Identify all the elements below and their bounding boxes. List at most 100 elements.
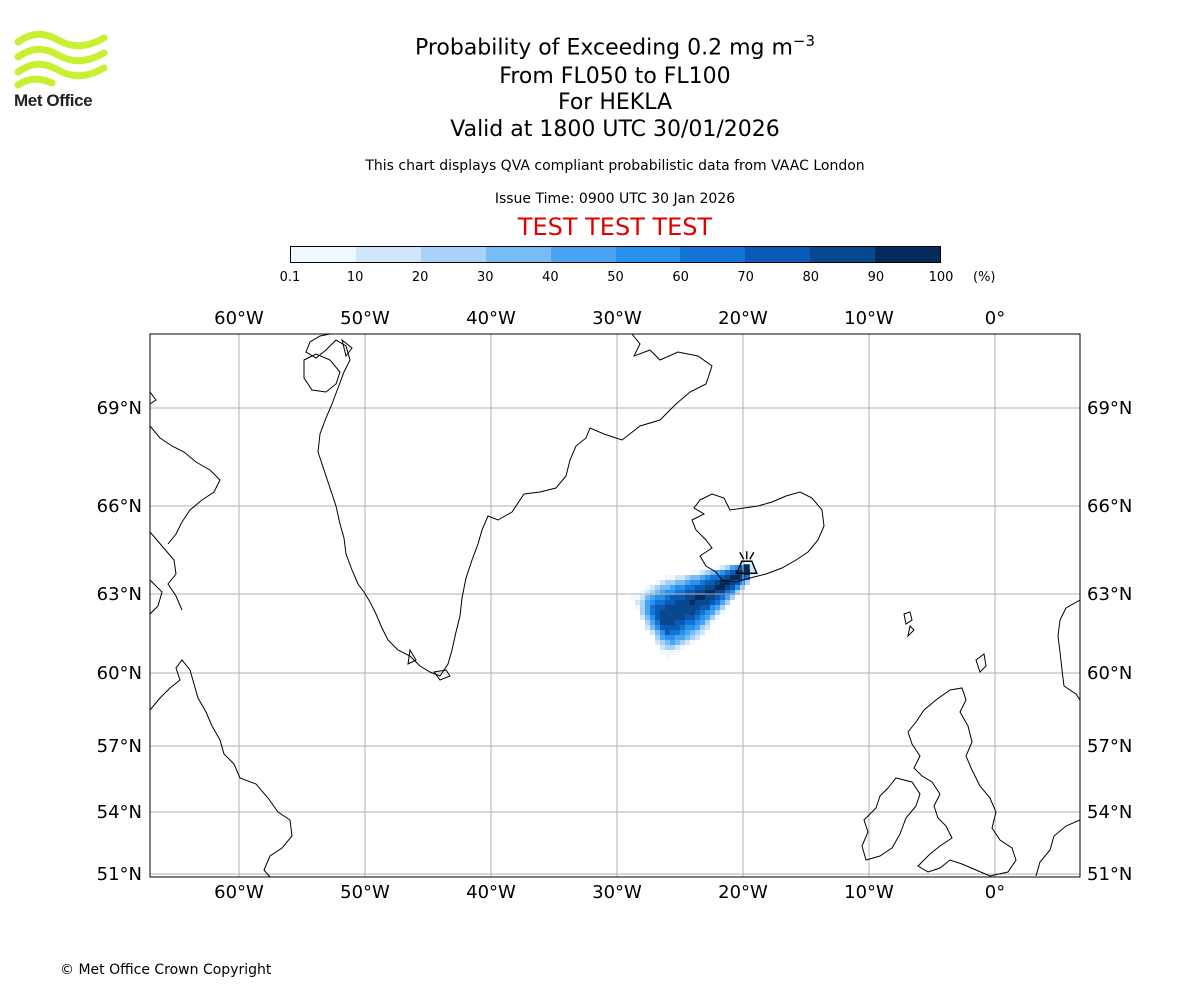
- plume-cell: [645, 590, 650, 595]
- plume-cell: [725, 605, 730, 610]
- plume-cell: [690, 580, 695, 585]
- plume-cell: [710, 610, 715, 615]
- plume-cell: [685, 640, 690, 645]
- plume-cell: [705, 610, 710, 615]
- plume-cell: [690, 635, 695, 640]
- plume-cell: [730, 590, 735, 595]
- plume-cell: [725, 590, 730, 595]
- plume-cell: [685, 605, 690, 610]
- plume-cell: [650, 595, 655, 600]
- plume-cell: [680, 605, 685, 610]
- plume-cell: [690, 640, 695, 645]
- plume-cell: [645, 600, 650, 605]
- colorbar-tick-label: 90: [867, 270, 885, 285]
- plume-cell: [670, 650, 675, 655]
- plume-cell: [705, 615, 710, 620]
- plume-cell: [685, 620, 690, 625]
- british-isles-coastline: [975, 653, 987, 673]
- longitude-label-top: 0°: [985, 308, 1005, 329]
- plume-cell: [670, 635, 675, 640]
- latitude-label-left: 57°N: [97, 736, 142, 757]
- plume-cell: [660, 605, 665, 610]
- plume-cell: [695, 605, 700, 610]
- plume-cell: [665, 605, 670, 610]
- plume-cell: [685, 630, 690, 635]
- plume-cell: [670, 600, 675, 605]
- plume-cell: [690, 575, 695, 580]
- plume-cell: [695, 585, 700, 590]
- plume-cell: [720, 600, 725, 605]
- plume-cell: [670, 585, 675, 590]
- plume-cell: [720, 580, 725, 585]
- plume-cell: [645, 610, 650, 615]
- plume-cell: [675, 640, 680, 645]
- plume-cell: [695, 615, 700, 620]
- plume-cell: [655, 615, 660, 620]
- plume-cell: [715, 615, 720, 620]
- plume-cell: [665, 635, 670, 640]
- colorbar-tick-label: 50: [607, 270, 624, 285]
- colorbar-tick-label: 10: [346, 270, 364, 285]
- map-frame: [149, 333, 1081, 878]
- plume-cell: [665, 600, 670, 605]
- plume-cell: [700, 590, 705, 595]
- plume-cell: [670, 610, 675, 615]
- plume-cell: [660, 615, 665, 620]
- plume-cell: [695, 595, 700, 600]
- longitude-label-top: 10°W: [844, 308, 894, 329]
- plume-cell: [680, 580, 685, 585]
- plume-cell: [655, 625, 660, 630]
- plume-cell: [680, 645, 685, 650]
- colorbar-segment: [615, 247, 681, 262]
- plume-cell: [685, 635, 690, 640]
- issue-time: Issue Time: 0900 UTC 30 Jan 2026: [494, 191, 736, 207]
- plume-cell: [670, 620, 675, 625]
- plume-cell: [705, 580, 710, 585]
- plume-cell: [640, 595, 645, 600]
- plume-cell: [695, 635, 700, 640]
- longitude-label-bottom: 40°W: [466, 882, 516, 903]
- colorbar-segment: [550, 247, 616, 262]
- plume-cell: [675, 595, 680, 600]
- plume-cell: [655, 630, 660, 635]
- plume-cell: [700, 615, 705, 620]
- latitude-label-right: 63°N: [1087, 584, 1132, 605]
- plume-cell: [725, 600, 730, 605]
- plume-cell: [695, 590, 700, 595]
- plume-cell: [680, 615, 685, 620]
- plume-cell: [730, 580, 735, 585]
- plume-cell: [665, 615, 670, 620]
- plume-cell: [660, 625, 665, 630]
- plume-cell: [645, 625, 650, 630]
- plume-cell: [680, 575, 685, 580]
- plume-cell: [675, 635, 680, 640]
- plume-cell: [730, 565, 735, 570]
- plume-cell: [745, 580, 750, 585]
- valid-time: Valid at 1800 UTC 30/01/2026: [450, 117, 780, 142]
- plume-cell: [665, 610, 670, 615]
- longitude-label-bottom: 10°W: [844, 882, 894, 903]
- plume-cell: [720, 595, 725, 600]
- plume-cell: [665, 650, 670, 655]
- plume-cell: [715, 610, 720, 615]
- longitude-label-top: 30°W: [592, 308, 642, 329]
- plume-cell: [700, 620, 705, 625]
- plume-cell: [675, 630, 680, 635]
- plume-cell: [695, 610, 700, 615]
- plume-cell: [710, 620, 715, 625]
- latitude-label-left: 69°N: [97, 398, 142, 419]
- plume-cell: [660, 610, 665, 615]
- plume-cell: [700, 575, 705, 580]
- latitude-label-left: 51°N: [97, 864, 142, 885]
- plume-cell: [745, 575, 750, 580]
- plume-cell: [705, 620, 710, 625]
- plume-cell: [680, 590, 685, 595]
- met-office-logo-icon: [14, 30, 108, 89]
- plume-cell: [635, 595, 640, 600]
- plume-cell: [665, 640, 670, 645]
- plume-cell: [725, 575, 730, 580]
- plume-cell: [670, 640, 675, 645]
- longitude-label-top: 60°W: [214, 308, 264, 329]
- colorbar-tick-label: 70: [737, 270, 754, 285]
- plume-cell: [735, 580, 740, 585]
